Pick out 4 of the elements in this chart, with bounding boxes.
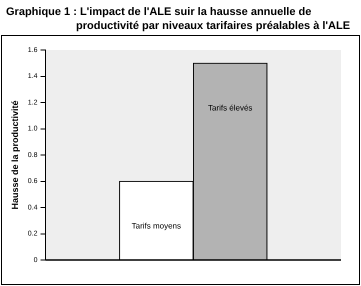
x-tick-label: Tarifs moyens	[132, 221, 182, 230]
y-axis-title: Hausse de la productivité	[10, 100, 20, 210]
x-tick-label: Tarifs élevés	[208, 103, 252, 112]
chart-title: Graphique 1 : L'impact de l'ALE suir la hausse annuelle de productivité par niveaux tarifaires préalables à l'ALE	[6, 5, 352, 33]
